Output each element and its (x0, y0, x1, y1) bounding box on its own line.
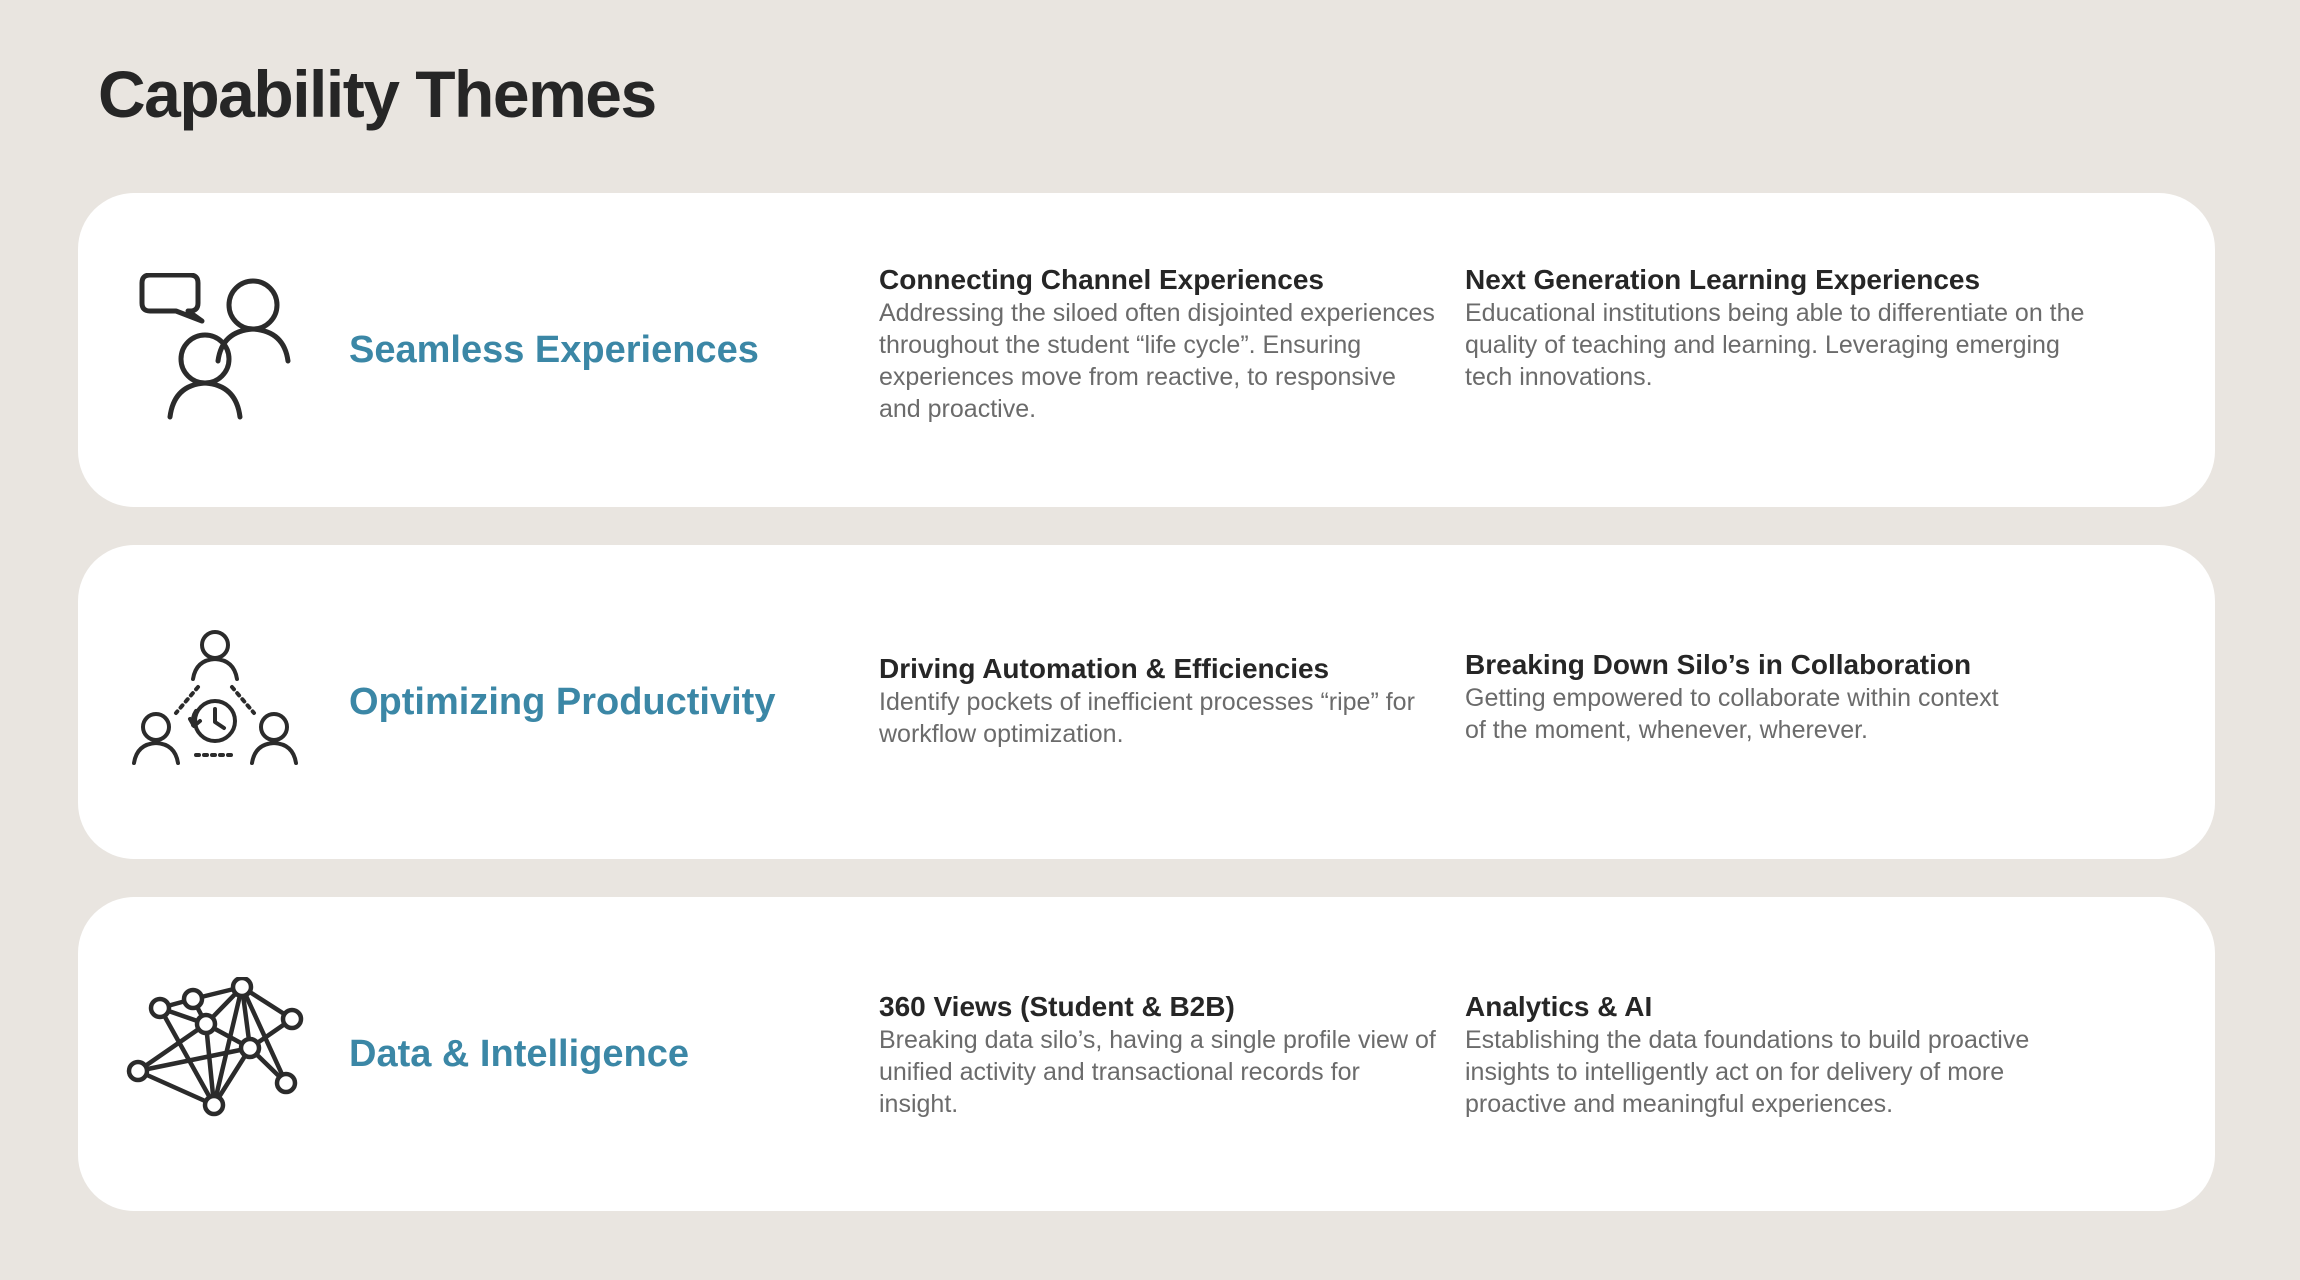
theme-title: Seamless Experiences (349, 328, 759, 371)
item-title: Breaking Down Silo’s in Collaboration (1465, 649, 1972, 680)
theme-card-seamless-experiences: Seamless Experiences Connecting Channel … (78, 193, 2215, 507)
page-title: Capability Themes (98, 57, 657, 131)
item-description: Breaking data silo’s, having a single pr… (879, 1026, 1436, 1118)
theme-title: Data & Intelligence (349, 1032, 689, 1075)
team-clock-icon (130, 629, 300, 779)
capability-item: 360 Views (Student & B2B) Breaking data … (879, 990, 1439, 1120)
people-chat-icon (130, 273, 300, 423)
item-title: 360 Views (Student & B2B) (879, 991, 1235, 1022)
capability-item: Driving Automation & Efficiencies Identi… (879, 652, 1439, 750)
item-description: Establishing the data foundations to bui… (1465, 1026, 2030, 1118)
theme-card-data-intelligence: Data & Intelligence 360 Views (Student &… (78, 897, 2215, 1211)
item-title: Analytics & AI (1465, 991, 1653, 1022)
theme-card-optimizing-productivity: Optimizing Productivity Driving Automati… (78, 545, 2215, 859)
item-title: Driving Automation & Efficiencies (879, 653, 1330, 684)
item-description: Getting empowered to collaborate within … (1465, 684, 1999, 744)
capability-item: Connecting Channel Experiences Addressin… (879, 263, 1439, 425)
theme-title: Optimizing Productivity (349, 680, 776, 723)
capability-item: Breaking Down Silo’s in Collaboration Ge… (1465, 648, 2025, 746)
item-description: Addressing the siloed often disjointed e… (879, 299, 1435, 423)
capability-item: Next Generation Learning Experiences Edu… (1465, 263, 2105, 393)
item-title: Connecting Channel Experiences (879, 264, 1324, 295)
capability-item: Analytics & AI Establishing the data fou… (1465, 990, 2105, 1120)
item-description: Educational institutions being able to d… (1465, 299, 2085, 391)
network-icon (126, 977, 306, 1127)
item-title: Next Generation Learning Experiences (1465, 264, 1981, 295)
item-description: Identify pockets of inefficient processe… (879, 688, 1415, 748)
